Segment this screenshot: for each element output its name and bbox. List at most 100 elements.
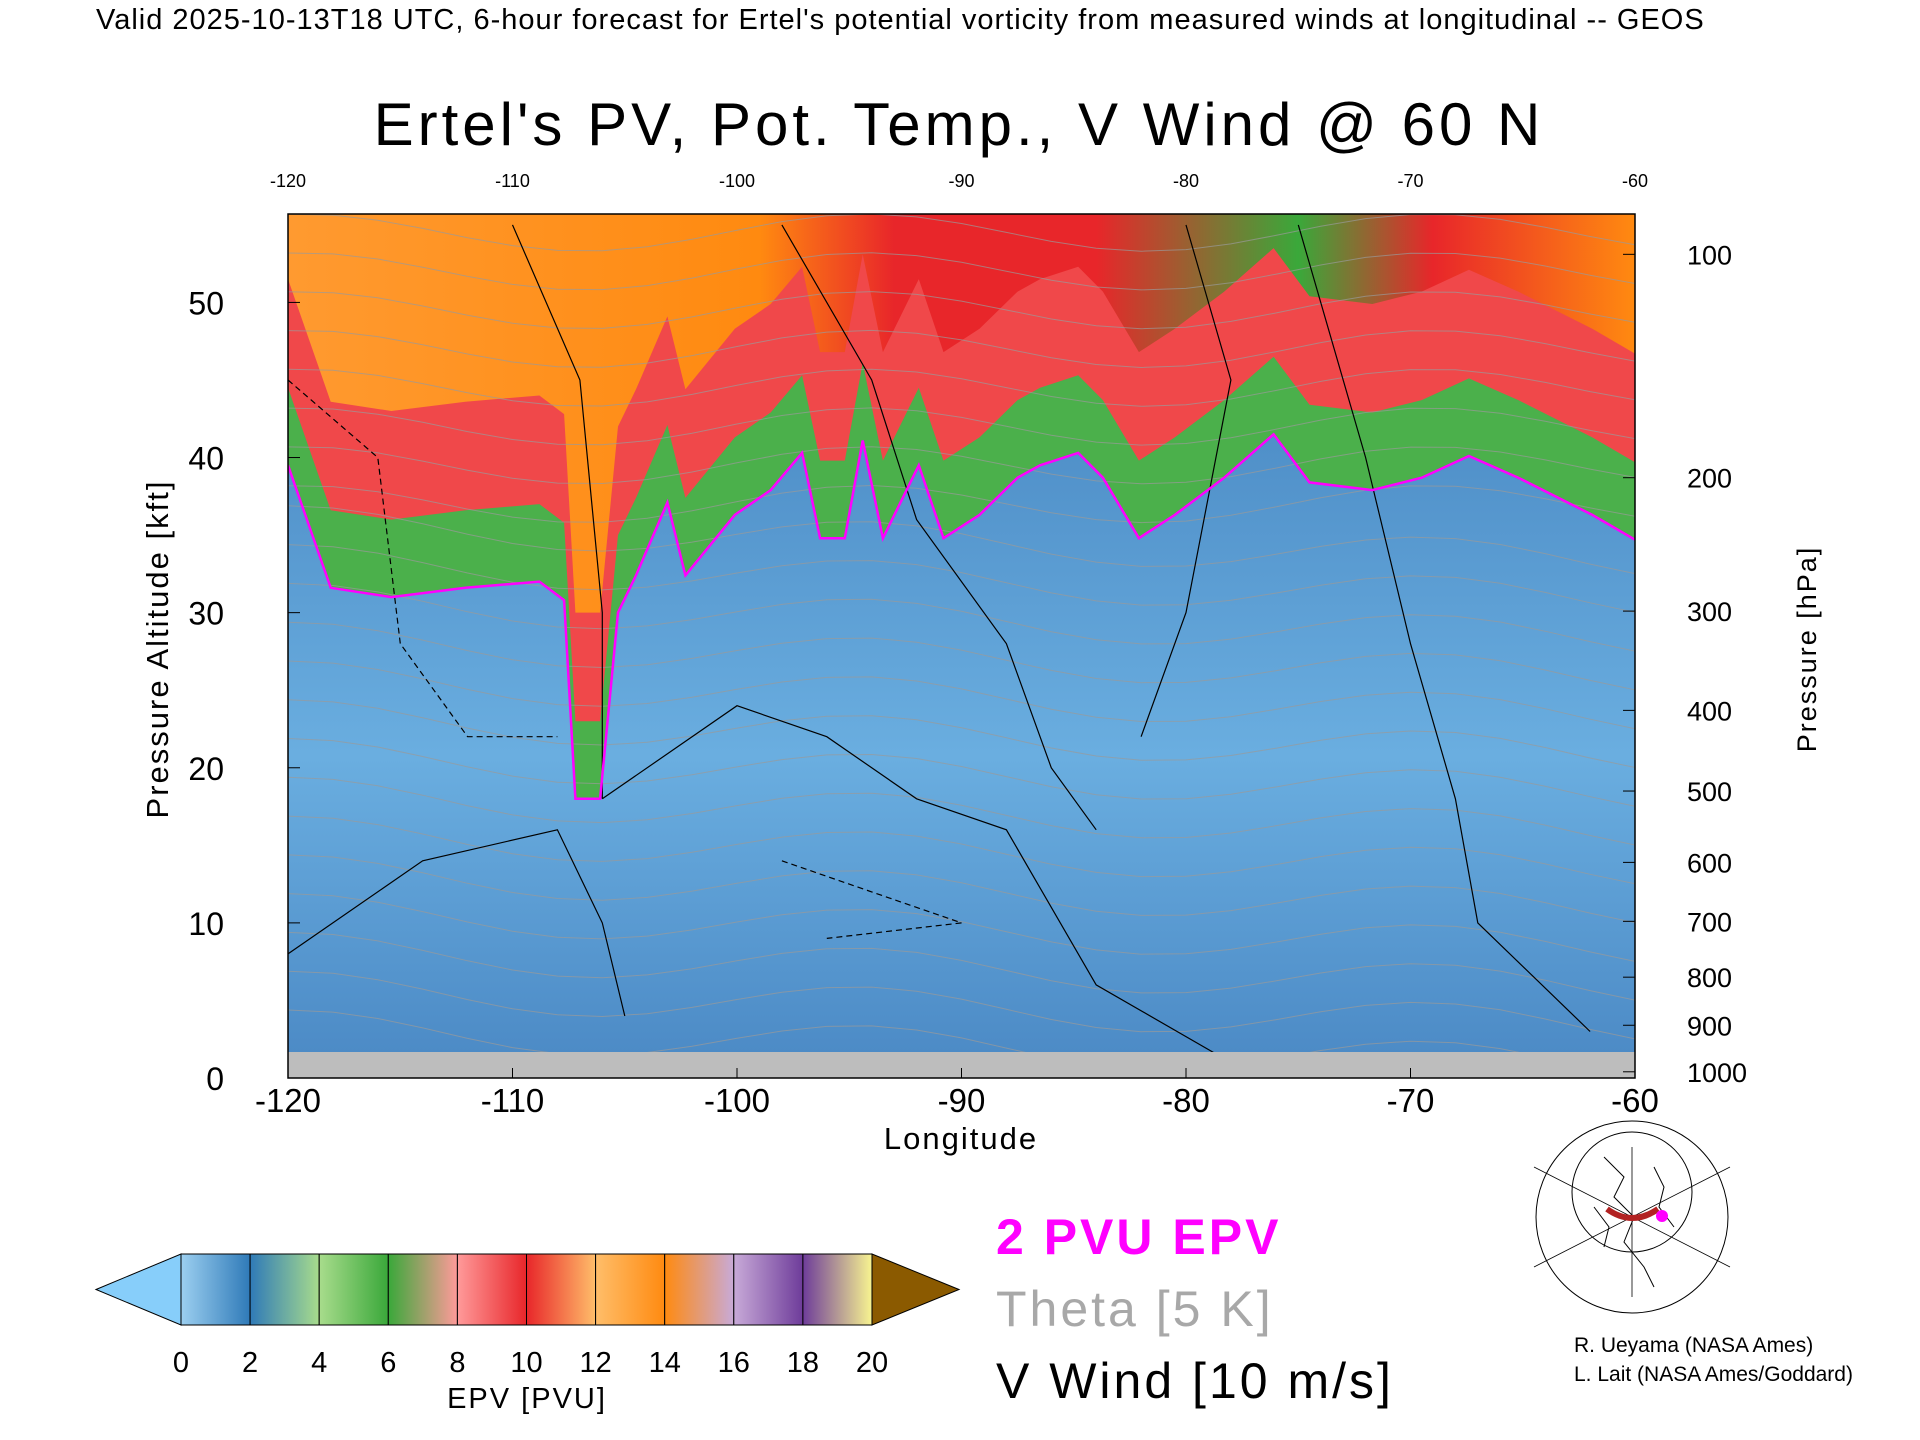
legend-theta: Theta [5 K] xyxy=(996,1281,1274,1337)
colorbar-min-arrow xyxy=(94,1253,182,1326)
colorbar-segment xyxy=(664,1253,735,1326)
x-tick-label: -70 xyxy=(1387,1082,1435,1119)
colorbar-tick-label: 16 xyxy=(718,1347,750,1379)
theta-contour xyxy=(288,970,1635,1040)
theta-contour xyxy=(288,931,1635,1001)
theta-contour xyxy=(288,505,1635,575)
colorbar-tick-label: 4 xyxy=(311,1347,327,1379)
wind-contour xyxy=(781,224,1097,831)
map-section-arc xyxy=(1605,1206,1660,1221)
colorbar: 0 2 4 6 8 10 12 14 16 18 20 xyxy=(94,1253,961,1379)
pressure-tick-label: 800 xyxy=(1687,963,1732,993)
colorbar-label: EPV [PVU] xyxy=(447,1383,607,1415)
colorbar-tick-label: 14 xyxy=(649,1347,681,1379)
location-map xyxy=(1533,1120,1731,1314)
y-tick-label: 30 xyxy=(188,596,224,632)
theta-contour xyxy=(288,484,1635,524)
top-x-tick-label: -70 xyxy=(1397,171,1423,191)
theta-contour xyxy=(288,582,1635,652)
colorbar-segment xyxy=(318,1253,389,1326)
x-tick-label: -120 xyxy=(255,1082,321,1119)
pressure-tick-label: 1000 xyxy=(1687,1058,1747,1088)
theta-contour xyxy=(288,329,1635,369)
top-x-tick-label: -90 xyxy=(948,171,974,191)
pressure-tick-label: 200 xyxy=(1687,464,1732,494)
chart-title: Ertel's PV, Pot. Temp., V Wind @ 60 N xyxy=(373,91,1545,158)
troposphere-fill xyxy=(288,434,1635,1078)
pressure-tick-label: 100 xyxy=(1687,240,1732,270)
colorbar-segment xyxy=(733,1253,804,1326)
colorbar-segment xyxy=(387,1253,458,1326)
pressure-tick-label: 500 xyxy=(1687,777,1732,807)
y-tick-label: 40 xyxy=(188,441,224,477)
pressure-tick-label: 900 xyxy=(1687,1011,1732,1041)
colorbar-max-arrow xyxy=(871,1253,961,1326)
top-title: Valid 2025-10-13T18 UTC, 6-hour forecast… xyxy=(96,4,1705,36)
pressure-tick-label: 600 xyxy=(1687,848,1732,878)
theta-contour xyxy=(288,893,1635,962)
legend-pvu: 2 PVU EPV xyxy=(996,1209,1282,1265)
top-x-tick-label: -100 xyxy=(719,171,755,191)
wind-contour-negative xyxy=(781,860,962,939)
x-axis-label: Longitude xyxy=(884,1121,1038,1156)
pressure-tick-label: 400 xyxy=(1687,696,1732,726)
theta-contour xyxy=(288,815,1635,885)
theta-contour xyxy=(288,544,1635,613)
colorbar-segment xyxy=(180,1253,251,1326)
wind-contour xyxy=(601,705,1232,1064)
colorbar-tick-label: 2 xyxy=(242,1347,258,1379)
theta-contour xyxy=(288,252,1635,291)
x-tick-label: -100 xyxy=(704,1082,770,1119)
x-tick-label: -90 xyxy=(938,1082,986,1119)
map-location-dot xyxy=(1656,1210,1668,1222)
colorbar-segment xyxy=(595,1253,666,1326)
pressure-tick-label: 700 xyxy=(1687,907,1732,937)
top-x-tick-label: -60 xyxy=(1622,171,1648,191)
theta-contour xyxy=(288,776,1635,846)
theta-contour xyxy=(288,621,1635,691)
wind-contour-negative xyxy=(288,379,558,738)
pvu2-contour xyxy=(288,432,1635,801)
wind-contours xyxy=(288,224,1591,1064)
theta-contour xyxy=(288,1009,1635,1078)
colorbar-segment xyxy=(526,1253,597,1326)
colorbar-tick-label: 8 xyxy=(449,1347,465,1379)
x-tick-label: -60 xyxy=(1611,1082,1659,1119)
colorbar-tick-label: 18 xyxy=(787,1347,819,1379)
colorbar-segment xyxy=(802,1253,873,1326)
top-x-tick-label: -80 xyxy=(1173,171,1199,191)
theta-contour xyxy=(288,291,1635,330)
credit-line: L. Lait (NASA Ames/Goddard) xyxy=(1574,1363,1853,1386)
colorbar-tick-label: 6 xyxy=(380,1347,396,1379)
y-tick-label: 20 xyxy=(188,751,224,787)
map-outer-circle xyxy=(1535,1120,1729,1314)
theta-contour xyxy=(288,407,1635,446)
x-tick-label: -110 xyxy=(481,1082,545,1119)
credit-line: R. Ueyama (NASA Ames) xyxy=(1574,1334,1814,1357)
y-tick-label: 0 xyxy=(206,1061,224,1097)
y-tick-label: 10 xyxy=(188,906,224,942)
y-tick-label: 50 xyxy=(188,285,224,321)
wind-contour xyxy=(288,829,626,1017)
plot-area xyxy=(288,214,1635,1078)
legend-wind: V Wind [10 m/s] xyxy=(996,1353,1394,1409)
theta-contour xyxy=(288,854,1635,924)
theta-contour xyxy=(288,660,1635,730)
x-tick-label: -80 xyxy=(1162,1082,1210,1119)
colorbar-segment xyxy=(456,1253,527,1326)
wind-contour xyxy=(1140,224,1232,737)
theta-contour xyxy=(288,738,1635,807)
pressure-tick-label: 300 xyxy=(1687,597,1732,627)
colorbar-tick-label: 0 xyxy=(173,1347,189,1379)
colorbar-tick-label: 20 xyxy=(856,1347,888,1379)
colorbar-tick-label: 12 xyxy=(579,1347,611,1379)
y-axis-label: Pressure Altitude [kft] xyxy=(140,480,175,819)
theta-contour xyxy=(288,368,1635,407)
colorbar-tick-label: 10 xyxy=(510,1347,542,1379)
colorbar-segment xyxy=(249,1253,320,1326)
top-x-tick-label: -110 xyxy=(495,171,530,191)
top-x-tick-label: -120 xyxy=(270,171,306,191)
theta-contour xyxy=(288,446,1635,485)
wind-contour xyxy=(511,224,603,799)
